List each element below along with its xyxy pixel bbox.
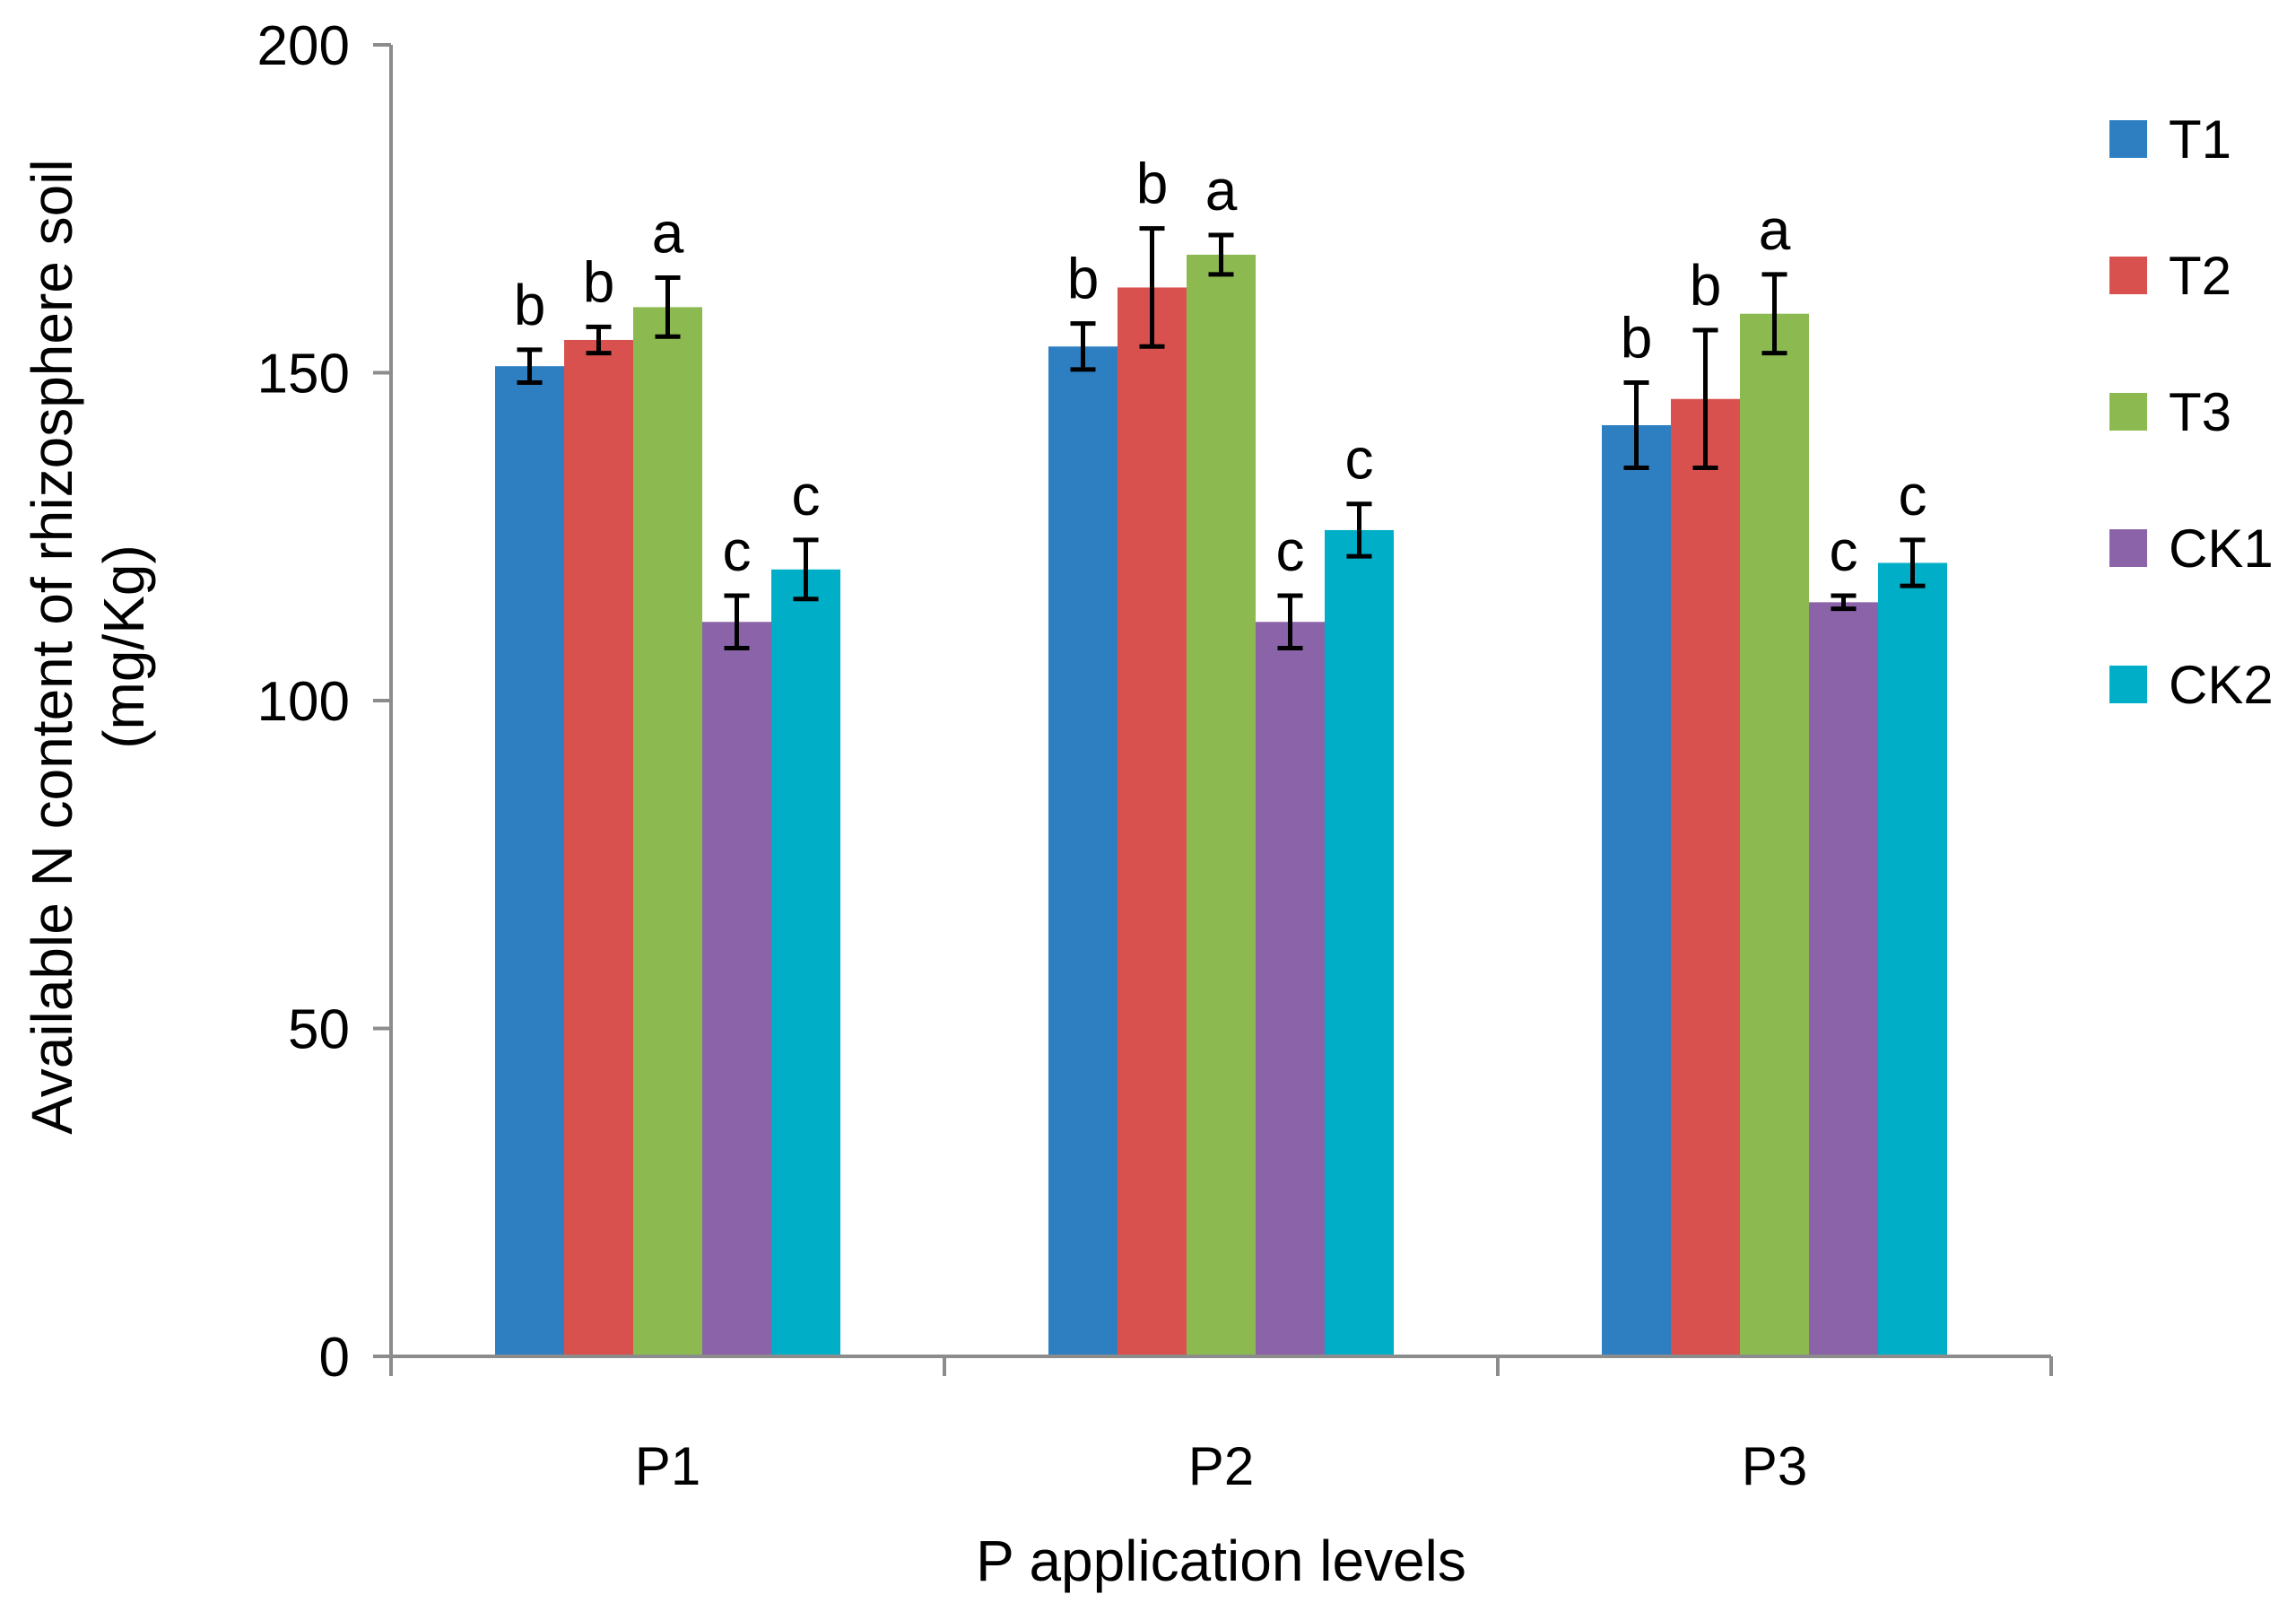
- bar-t1-p3: [1602, 424, 1671, 1357]
- y-tick-label: 150: [257, 344, 350, 405]
- y-axis-title-line1: Available N content of rhizosphere soil: [20, 159, 84, 1134]
- bar-t3-p3: [1740, 313, 1809, 1357]
- bar-ck1-p3: [1809, 602, 1878, 1356]
- legend-item-ck2: CK2: [2109, 655, 2274, 715]
- legend-label: CK1: [2169, 518, 2274, 579]
- bars: [495, 254, 1947, 1357]
- bar-t2-p3: [1671, 398, 1740, 1356]
- bar-ck1-p2: [1256, 622, 1325, 1356]
- bar-t1-p1: [495, 366, 564, 1357]
- bar-t3-p1: [633, 307, 702, 1356]
- significance-letter: b: [514, 273, 546, 337]
- x-category-label: P2: [1188, 1436, 1254, 1496]
- legend-label: T2: [2169, 246, 2231, 306]
- error-bar: [1692, 327, 1718, 470]
- y-tick-label: 50: [288, 999, 350, 1061]
- bar-t3-p2: [1187, 254, 1256, 1356]
- y-tick-label: 200: [257, 15, 350, 77]
- bar-t1-p2: [1048, 346, 1118, 1356]
- significance-letter: a: [652, 201, 684, 266]
- error-bar: [724, 593, 750, 651]
- legend-swatch: [2109, 666, 2147, 703]
- error-bar: [1900, 537, 1926, 588]
- bar-ck2-p1: [771, 569, 840, 1356]
- significance-letter: b: [1067, 247, 1100, 311]
- error-bar: [1346, 501, 1372, 559]
- error-bar: [1070, 321, 1096, 372]
- error-bar: [1277, 593, 1303, 651]
- bar-ck2-p3: [1878, 562, 1947, 1356]
- error-bar: [793, 537, 819, 602]
- significance-letter: c: [723, 518, 752, 583]
- legend-label: T1: [2169, 109, 2231, 170]
- legend-label: T3: [2169, 382, 2231, 442]
- legend-item-ck1: CK1: [2109, 518, 2274, 579]
- legend-swatch: [2109, 529, 2147, 567]
- y-axis-title: Available N content of rhizosphere soil …: [20, 159, 156, 1134]
- error-bar: [586, 324, 612, 356]
- significance-letter: b: [1690, 253, 1722, 318]
- legend: T1 T2 T3 CK1 CK2: [2109, 109, 2274, 715]
- x-axis-title: P application levels: [976, 1529, 1466, 1593]
- error-bar: [1623, 379, 1649, 470]
- significance-letter: b: [583, 249, 615, 314]
- bar-ck2-p2: [1325, 529, 1394, 1356]
- legend-swatch: [2109, 120, 2147, 158]
- significance-letter: c: [1345, 427, 1374, 492]
- y-tick-label: 0: [319, 1327, 350, 1389]
- legend-label: CK2: [2169, 655, 2274, 715]
- bar-t2-p2: [1118, 287, 1187, 1357]
- legend-swatch: [2109, 257, 2147, 294]
- legend-item-t2: T2: [2109, 246, 2231, 306]
- error-bars: [517, 226, 1926, 651]
- legend-item-t3: T3: [2109, 382, 2231, 442]
- error-bar: [1208, 232, 1234, 277]
- significance-letter: a: [1205, 158, 1238, 222]
- significance-letter: c: [1830, 518, 1858, 583]
- x-axis-ticks: [389, 1356, 2053, 1376]
- significance-letter: c: [1276, 518, 1305, 583]
- error-bar: [1831, 593, 1857, 612]
- y-axis-ticks: 0 50 100 150 200: [257, 15, 391, 1389]
- x-axis-categories: P1 P2 P3: [635, 1436, 1807, 1496]
- legend-swatch: [2109, 393, 2147, 431]
- error-bar: [1139, 226, 1165, 349]
- significance-letter: c: [1899, 463, 1927, 527]
- bar-ck1-p1: [702, 622, 771, 1356]
- x-category-label: P1: [635, 1436, 700, 1496]
- bar-t2-p1: [564, 339, 633, 1357]
- error-bar: [655, 275, 681, 339]
- y-axis-title-line2: (mg/Kg): [91, 545, 156, 749]
- significance-letter: a: [1759, 197, 1791, 262]
- significance-letter: b: [1621, 305, 1653, 370]
- error-bar: [517, 347, 543, 385]
- error-bar: [1761, 272, 1787, 356]
- legend-item-t1: T1: [2109, 109, 2231, 170]
- x-category-label: P3: [1742, 1436, 1807, 1496]
- significance-letter: b: [1136, 152, 1169, 216]
- y-tick-label: 100: [257, 671, 350, 733]
- significance-letter: c: [792, 463, 821, 527]
